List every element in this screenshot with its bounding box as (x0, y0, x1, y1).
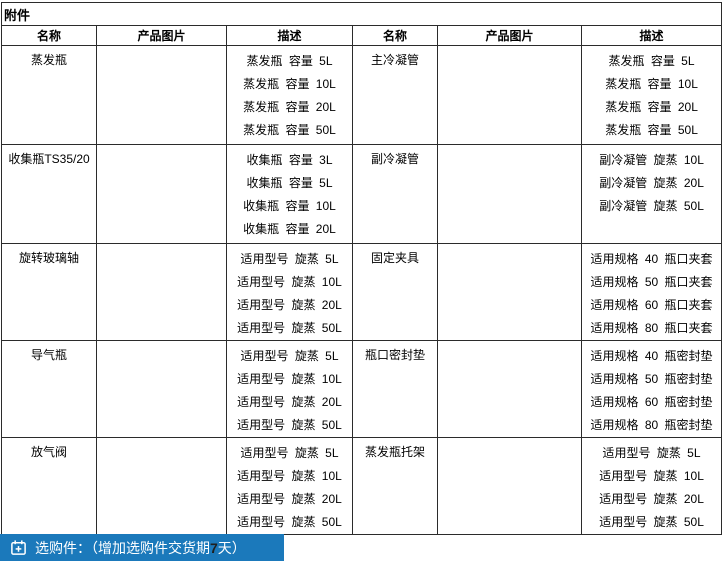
table-header-row: 名称 产品图片 描述 名称 产品图片 描述 (1, 25, 723, 46)
accessory-desc: 适用型号 旋蒸 5L 适用型号 旋蒸 10L 适用型号 旋蒸 20L 适用型号 … (580, 437, 723, 535)
accessory-desc: 蒸发瓶 容量 5L 蒸发瓶 容量 10L 蒸发瓶 容量 20L 蒸发瓶 容量 5… (580, 45, 723, 145)
accessory-name: 旋转玻璃轴 (1, 243, 97, 341)
desc-line: 蒸发瓶 容量 5L (608, 54, 695, 68)
accessory-desc: 适用规格 40 瓶口夹套 适用规格 50 瓶口夹套 适用规格 60 瓶口夹套 适… (580, 243, 723, 341)
header-name-left: 名称 (1, 25, 97, 46)
calendar-plus-icon (10, 539, 27, 556)
desc-line: 副冷凝管 旋蒸 10L (599, 153, 704, 167)
desc-line: 适用型号 旋蒸 10L (237, 469, 342, 483)
product-image-cell (437, 144, 582, 244)
product-image-cell (96, 243, 227, 341)
table-row: 放气阀 适用型号 旋蒸 5L 适用型号 旋蒸 10L 适用型号 旋蒸 20L 适… (1, 437, 723, 535)
optional-parts-banner[interactable]: 选购件：（增加选购件交货期7天） (0, 534, 284, 561)
desc-line: 适用型号 旋蒸 10L (237, 275, 342, 289)
desc-line: 蒸发瓶 容量 50L (605, 123, 698, 137)
table-title-row: 附件 (0, 2, 723, 26)
product-image-cell (437, 45, 582, 145)
table-row: 收集瓶TS35/20 收集瓶 容量 3L 收集瓶 容量 5L 收集瓶 容量 10… (1, 144, 723, 244)
product-image-cell (96, 340, 227, 438)
accessory-name: 蒸发瓶托架 (352, 437, 438, 535)
banner-delivery-days: 7 (210, 539, 218, 556)
desc-line: 适用型号 旋蒸 20L (237, 492, 342, 506)
desc-line: 蒸发瓶 容量 20L (243, 100, 336, 114)
accessory-desc: 适用型号 旋蒸 5L 适用型号 旋蒸 10L 适用型号 旋蒸 20L 适用型号 … (226, 243, 353, 341)
section-title: 附件 (0, 2, 723, 26)
desc-line: 蒸发瓶 容量 10L (243, 77, 336, 91)
product-image-cell (437, 437, 582, 535)
desc-line: 副冷凝管 旋蒸 50L (599, 199, 704, 213)
accessory-name: 固定夹具 (352, 243, 438, 341)
optional-parts-label: 选购件：（增加选购件交货期7天） (35, 538, 246, 558)
banner-label-suffix: 天） (217, 539, 246, 556)
desc-line: 适用型号 旋蒸 5L (240, 349, 339, 363)
desc-line: 适用规格 80 瓶口夹套 (590, 321, 713, 335)
accessories-table: 附件 名称 产品图片 描述 名称 产品图片 描述 蒸发瓶 蒸发瓶 容量 5L 蒸… (0, 2, 723, 535)
accessory-name: 瓶口密封垫 (352, 340, 438, 438)
product-image-cell (437, 243, 582, 341)
accessory-desc: 适用型号 旋蒸 5L 适用型号 旋蒸 10L 适用型号 旋蒸 20L 适用型号 … (226, 340, 353, 438)
product-image-cell (96, 437, 227, 535)
desc-line: 收集瓶 容量 20L (243, 222, 336, 236)
accessory-name: 蒸发瓶 (1, 45, 97, 145)
desc-line: 适用型号 旋蒸 20L (599, 492, 704, 506)
accessory-name: 收集瓶TS35/20 (1, 144, 97, 244)
product-image-cell (96, 144, 227, 244)
desc-line: 蒸发瓶 容量 20L (605, 100, 698, 114)
product-image-cell (96, 45, 227, 145)
desc-line: 收集瓶 容量 5L (246, 176, 333, 190)
accessory-desc: 适用规格 40 瓶密封垫 适用规格 50 瓶密封垫 适用规格 60 瓶密封垫 适… (580, 340, 723, 438)
accessory-name: 导气瓶 (1, 340, 97, 438)
desc-line: 收集瓶 容量 10L (243, 199, 336, 213)
desc-line: 适用规格 60 瓶口夹套 (590, 298, 713, 312)
desc-line: 适用型号 旋蒸 50L (237, 321, 342, 335)
desc-line: 蒸发瓶 容量 10L (605, 77, 698, 91)
desc-line: 适用规格 50 瓶密封垫 (590, 372, 713, 386)
desc-line: 收集瓶 容量 3L (246, 153, 333, 167)
desc-line: 适用型号 旋蒸 50L (237, 515, 342, 529)
desc-line: 适用型号 旋蒸 10L (599, 469, 704, 483)
desc-line: 适用规格 80 瓶密封垫 (590, 418, 713, 432)
desc-line: 适用型号 旋蒸 10L (237, 372, 342, 386)
desc-line: 适用规格 40 瓶口夹套 (590, 252, 713, 266)
desc-line: 适用规格 60 瓶密封垫 (590, 395, 713, 409)
header-desc-right: 描述 (580, 25, 723, 46)
desc-line: 蒸发瓶 容量 50L (243, 123, 336, 137)
banner-label-prefix: 选购件：（增加选购件交货期 (35, 539, 210, 556)
desc-line: 蒸发瓶 容量 5L (246, 54, 333, 68)
desc-line: 适用型号 旋蒸 5L (240, 252, 339, 266)
header-name-right: 名称 (352, 25, 438, 46)
desc-line: 副冷凝管 旋蒸 20L (599, 176, 704, 190)
accessory-desc: 收集瓶 容量 3L 收集瓶 容量 5L 收集瓶 容量 10L 收集瓶 容量 20… (226, 144, 353, 244)
accessory-name: 主冷凝管 (352, 45, 438, 145)
header-image-right: 产品图片 (437, 25, 582, 46)
desc-line: 适用规格 50 瓶口夹套 (590, 275, 713, 289)
table-row: 导气瓶 适用型号 旋蒸 5L 适用型号 旋蒸 10L 适用型号 旋蒸 20L 适… (1, 340, 723, 438)
header-desc-left: 描述 (226, 25, 353, 46)
accessory-name: 副冷凝管 (352, 144, 438, 244)
desc-line: 适用型号 旋蒸 5L (240, 446, 339, 460)
desc-line: 适用规格 40 瓶密封垫 (590, 349, 713, 363)
desc-line: 适用型号 旋蒸 5L (602, 446, 701, 460)
desc-line: 适用型号 旋蒸 20L (237, 395, 342, 409)
desc-line: 适用型号 旋蒸 20L (237, 298, 342, 312)
accessory-desc: 副冷凝管 旋蒸 10L 副冷凝管 旋蒸 20L 副冷凝管 旋蒸 50L (580, 144, 723, 244)
accessory-name: 放气阀 (1, 437, 97, 535)
header-image-left: 产品图片 (96, 25, 227, 46)
product-image-cell (437, 340, 582, 438)
accessory-desc: 适用型号 旋蒸 5L 适用型号 旋蒸 10L 适用型号 旋蒸 20L 适用型号 … (226, 437, 353, 535)
desc-line: 适用型号 旋蒸 50L (237, 418, 342, 432)
table-row: 蒸发瓶 蒸发瓶 容量 5L 蒸发瓶 容量 10L 蒸发瓶 容量 20L 蒸发瓶 … (1, 45, 723, 145)
table-row: 旋转玻璃轴 适用型号 旋蒸 5L 适用型号 旋蒸 10L 适用型号 旋蒸 20L… (1, 243, 723, 341)
accessory-desc: 蒸发瓶 容量 5L 蒸发瓶 容量 10L 蒸发瓶 容量 20L 蒸发瓶 容量 5… (226, 45, 353, 145)
desc-line: 适用型号 旋蒸 50L (599, 515, 704, 529)
